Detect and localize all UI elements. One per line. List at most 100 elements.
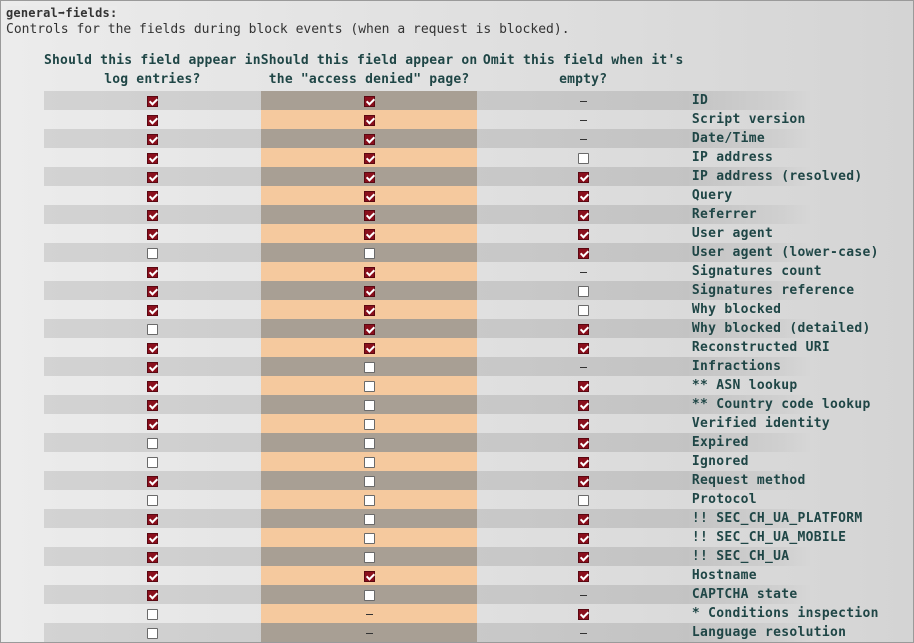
log-entries-checkbox[interactable]: [146, 476, 158, 487]
omit-if-empty-checkbox[interactable]: [577, 438, 589, 449]
access-denied-page-checkbox[interactable]: [363, 495, 375, 506]
omit-if-empty-checkbox[interactable]: [577, 552, 589, 563]
log-entries-cell: [44, 91, 261, 110]
access-denied-page-checkbox[interactable]: [363, 514, 375, 525]
access-denied-page-checkbox[interactable]: [363, 96, 375, 107]
access-denied-page-checkbox[interactable]: [363, 324, 375, 335]
log-entries-checkbox[interactable]: [146, 362, 158, 373]
omit-if-empty-checkbox[interactable]: [577, 172, 589, 183]
field-label: ID: [688, 91, 913, 110]
omit-if-empty-checkbox[interactable]: [577, 191, 589, 202]
omit-if-empty-cell: [477, 186, 688, 205]
omit-if-empty-checkbox[interactable]: [577, 609, 589, 620]
log-entries-checkbox[interactable]: [146, 628, 158, 639]
field-label: !! SEC_CH_UA_MOBILE: [691, 530, 847, 545]
access-denied-page-checkbox[interactable]: [363, 134, 375, 145]
log-entries-checkbox[interactable]: [146, 438, 158, 449]
log-entries-checkbox[interactable]: [146, 229, 158, 240]
field-label: CAPTCHA state: [688, 585, 913, 604]
log-entries-checkbox[interactable]: [146, 419, 158, 430]
omit-if-empty-checkbox[interactable]: [577, 514, 589, 525]
log-entries-checkbox[interactable]: [146, 305, 158, 316]
access-denied-page-checkbox[interactable]: [363, 571, 375, 582]
access-denied-page-checkbox[interactable]: [363, 590, 375, 601]
omit-if-empty-checkbox[interactable]: [577, 229, 589, 240]
omit-if-empty-checkbox[interactable]: [577, 343, 589, 354]
access-denied-page-cell: [260, 319, 478, 338]
omit-if-empty-cell: [477, 528, 688, 547]
log-entries-checkbox[interactable]: [146, 533, 158, 544]
omit-if-empty-checkbox[interactable]: [577, 210, 589, 221]
access-denied-page-checkbox[interactable]: [363, 476, 375, 487]
log-entries-checkbox[interactable]: [146, 514, 158, 525]
omit-if-empty-checkbox[interactable]: [577, 419, 589, 430]
omit-if-empty-checkbox[interactable]: [577, 571, 589, 582]
access-denied-page-cell: [260, 186, 478, 205]
access-denied-page-checkbox[interactable]: [363, 172, 375, 183]
access-denied-page-checkbox[interactable]: [363, 552, 375, 563]
omit-if-empty-checkbox[interactable]: [577, 286, 589, 297]
omit-if-empty-checkbox[interactable]: [577, 495, 589, 506]
access-denied-page-checkbox[interactable]: [363, 248, 375, 259]
access-denied-page-checkbox[interactable]: [363, 362, 375, 373]
access-denied-page-checkbox[interactable]: [363, 381, 375, 392]
omit-if-empty-checkbox[interactable]: [577, 248, 589, 259]
omit-if-empty-checkbox[interactable]: [577, 324, 589, 335]
field-label: IP address: [691, 150, 774, 165]
field-row: Why blocked: [44, 300, 913, 319]
log-entries-checkbox[interactable]: [146, 381, 158, 392]
access-denied-page-checkbox[interactable]: [363, 286, 375, 297]
access-denied-page-checkbox[interactable]: [363, 533, 375, 544]
access-denied-page-checkbox[interactable]: [363, 305, 375, 316]
log-entries-checkbox[interactable]: [146, 267, 158, 278]
log-entries-checkbox[interactable]: [146, 115, 158, 126]
access-denied-page-checkbox[interactable]: [363, 343, 375, 354]
log-entries-checkbox[interactable]: [146, 248, 158, 259]
not-applicable-dash: [365, 633, 373, 634]
omit-if-empty-checkbox[interactable]: [577, 476, 589, 487]
column-header-text: log entries?: [104, 72, 201, 87]
omit-if-empty-checkbox[interactable]: [577, 153, 589, 164]
log-entries-cell: [44, 547, 261, 566]
omit-if-empty-cell: [477, 319, 689, 338]
access-denied-page-checkbox[interactable]: [363, 438, 375, 449]
access-denied-page-checkbox[interactable]: [363, 115, 375, 126]
log-entries-checkbox[interactable]: [146, 343, 158, 354]
log-entries-checkbox[interactable]: [146, 609, 158, 620]
log-entries-checkbox[interactable]: [146, 400, 158, 411]
access-denied-page-checkbox[interactable]: [363, 400, 375, 411]
log-entries-checkbox[interactable]: [146, 210, 158, 221]
log-entries-checkbox[interactable]: [146, 590, 158, 601]
omit-if-empty-checkbox[interactable]: [577, 457, 589, 468]
omit-if-empty-cell: [477, 281, 689, 300]
access-denied-page-checkbox[interactable]: [363, 419, 375, 430]
omit-if-empty-cell: [477, 243, 689, 262]
access-denied-page-cell: [260, 585, 478, 604]
log-entries-checkbox[interactable]: [146, 134, 158, 145]
log-entries-checkbox[interactable]: [146, 286, 158, 297]
log-entries-checkbox[interactable]: [146, 552, 158, 563]
field-label: Query: [691, 188, 733, 203]
log-entries-checkbox[interactable]: [146, 191, 158, 202]
log-entries-checkbox[interactable]: [146, 571, 158, 582]
log-entries-checkbox[interactable]: [146, 172, 158, 183]
omit-if-empty-checkbox[interactable]: [577, 381, 589, 392]
log-entries-cell: [44, 585, 261, 604]
access-denied-page-checkbox[interactable]: [363, 457, 375, 468]
log-entries-checkbox[interactable]: [146, 324, 158, 335]
omit-if-empty-checkbox[interactable]: [577, 400, 589, 411]
log-entries-checkbox[interactable]: [146, 153, 158, 164]
omit-if-empty-checkbox[interactable]: [577, 533, 589, 544]
log-entries-cell: [44, 509, 261, 528]
setting-key: general➡fields:: [6, 6, 118, 20]
access-denied-page-checkbox[interactable]: [363, 210, 375, 221]
access-denied-page-checkbox[interactable]: [363, 229, 375, 240]
log-entries-checkbox[interactable]: [146, 457, 158, 468]
omit-if-empty-checkbox[interactable]: [577, 305, 589, 316]
log-entries-checkbox[interactable]: [146, 495, 158, 506]
log-entries-cell: [44, 110, 261, 129]
access-denied-page-checkbox[interactable]: [363, 191, 375, 202]
access-denied-page-checkbox[interactable]: [363, 153, 375, 164]
log-entries-checkbox[interactable]: [146, 96, 158, 107]
access-denied-page-checkbox[interactable]: [363, 267, 375, 278]
